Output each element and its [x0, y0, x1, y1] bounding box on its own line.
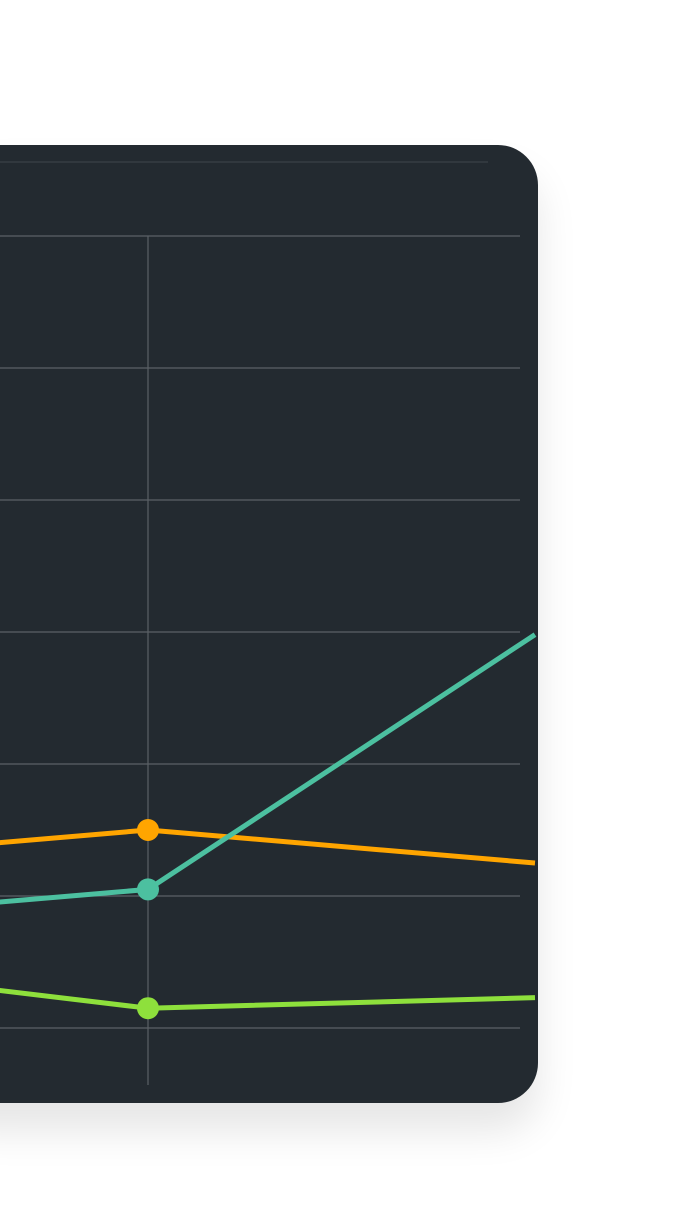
data-point-series-1-x1[interactable] — [137, 819, 159, 841]
chart-card-background — [0, 145, 538, 1103]
data-points — [137, 819, 159, 1020]
data-point-series-3-x1[interactable] — [137, 997, 159, 1020]
data-point-series-2-x1[interactable] — [137, 878, 159, 901]
